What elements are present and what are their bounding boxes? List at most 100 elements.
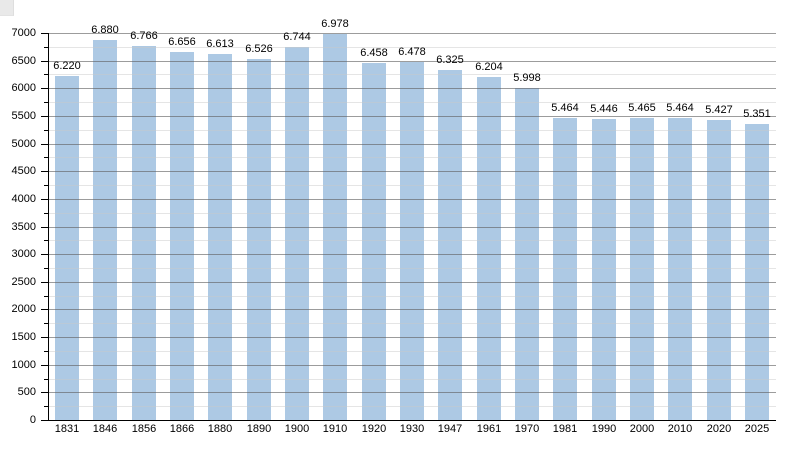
y-tick-4250 [44, 185, 48, 186]
bar-1880 [208, 54, 232, 420]
bar-value-label-2025: 5.351 [743, 108, 771, 120]
y-gridline-minor-2750 [48, 268, 776, 269]
y-tick-label-1000: 1000 [11, 359, 36, 371]
y-gridline-minor-1750 [48, 323, 776, 324]
y-tick-2000 [41, 309, 48, 310]
x-tick-label-1910: 1910 [322, 423, 348, 435]
y-gridline-major-3000 [48, 254, 776, 255]
x-tick-label-1866: 1866 [169, 423, 195, 435]
y-tick-label-3500: 3500 [11, 221, 36, 233]
x-tick-label-1990: 1990 [591, 423, 617, 435]
y-tick-2500 [41, 282, 48, 283]
bar-1856 [132, 46, 156, 420]
y-tick-4000 [41, 199, 48, 200]
y-gridline-major-7000 [48, 33, 776, 34]
y-tick-6250 [44, 74, 48, 75]
y-tick-1250 [44, 351, 48, 352]
y-tick-1750 [44, 323, 48, 324]
y-tick-label-2500: 2500 [11, 276, 36, 288]
y-gridline-major-4500 [48, 171, 776, 172]
bar-value-label-1900: 6.744 [283, 31, 311, 43]
bar-value-label-1970: 5.998 [513, 72, 541, 84]
y-tick-6750 [44, 47, 48, 48]
x-tick-label-1831: 1831 [54, 423, 80, 435]
bar-value-label-1831: 6.220 [53, 60, 81, 72]
x-tick-label-1970: 1970 [514, 423, 540, 435]
y-tick-750 [44, 379, 48, 380]
bar-1900 [285, 47, 309, 420]
x-tick-label-1961: 1961 [476, 423, 502, 435]
bar-value-label-1947: 6.325 [436, 54, 464, 66]
bar-value-label-1930: 6.478 [398, 46, 426, 58]
bar-value-label-1981: 5.464 [551, 102, 579, 114]
y-tick-label-0: 0 [29, 414, 36, 426]
y-gridline-minor-6250 [48, 74, 776, 75]
x-tick-label-1890: 1890 [246, 423, 272, 435]
y-tick-label-6000: 6000 [11, 82, 36, 94]
x-tick-label-1856: 1856 [131, 423, 157, 435]
y-tick-5750 [44, 102, 48, 103]
y-gridline-major-6000 [48, 88, 776, 89]
bar-value-label-1880: 6.613 [206, 38, 234, 50]
bar-value-label-1846: 6.880 [91, 24, 119, 36]
bar-value-label-2020: 5.427 [705, 104, 733, 116]
y-tick-3000 [41, 254, 48, 255]
bar-1981 [553, 118, 577, 420]
bar-1930 [400, 62, 424, 420]
x-tick-label-1880: 1880 [207, 423, 233, 435]
y-gridline-major-4000 [48, 199, 776, 200]
bar-1866 [170, 52, 194, 420]
bar-value-label-2010: 5.464 [666, 102, 694, 114]
y-tick-1500 [41, 337, 48, 338]
y-tick-2250 [44, 296, 48, 297]
bar-2010 [668, 118, 692, 420]
bar-1831 [55, 76, 79, 420]
y-tick-250 [44, 406, 48, 407]
bar-1920 [362, 63, 386, 420]
y-gridline-major-5500 [48, 116, 776, 117]
y-gridline-major-5000 [48, 144, 776, 145]
y-gridline-major-6500 [48, 61, 776, 62]
y-tick-2750 [44, 268, 48, 269]
x-tick-label-1947: 1947 [437, 423, 463, 435]
bar-value-label-2000: 5.465 [628, 102, 656, 114]
x-tick-label-2000: 2000 [629, 423, 655, 435]
y-gridline-minor-5750 [48, 102, 776, 103]
corner-artifact [0, 0, 14, 16]
y-axis-line [48, 33, 49, 420]
y-tick-6000 [41, 88, 48, 89]
y-tick-4500 [41, 171, 48, 172]
y-tick-7000 [41, 33, 48, 34]
y-tick-5500 [41, 116, 48, 117]
x-tick-label-2010: 2010 [667, 423, 693, 435]
y-tick-label-5500: 5500 [11, 110, 36, 122]
y-tick-4750 [44, 157, 48, 158]
y-gridline-minor-250 [48, 406, 776, 407]
y-gridline-major-2000 [48, 309, 776, 310]
y-tick-label-6500: 6500 [11, 55, 36, 67]
y-tick-label-4000: 4000 [11, 193, 36, 205]
x-tick-label-2025: 2025 [744, 423, 770, 435]
x-tick-label-1920: 1920 [361, 423, 387, 435]
y-gridline-minor-4750 [48, 157, 776, 158]
x-tick-label-1900: 1900 [284, 423, 310, 435]
y-gridline-minor-750 [48, 379, 776, 380]
y-tick-0 [41, 420, 48, 421]
y-tick-label-500: 500 [17, 386, 36, 398]
x-tick-label-2020: 2020 [706, 423, 732, 435]
y-gridline-major-500 [48, 392, 776, 393]
x-tick-label-1846: 1846 [92, 423, 118, 435]
y-tick-1000 [41, 365, 48, 366]
bar-value-label-1866: 6.656 [168, 36, 196, 48]
y-tick-5250 [44, 130, 48, 131]
bar-1990 [592, 119, 616, 420]
x-axis-line [48, 420, 776, 421]
y-gridline-minor-3250 [48, 240, 776, 241]
bar-1947 [438, 70, 462, 420]
y-tick-label-1500: 1500 [11, 331, 36, 343]
y-tick-3750 [44, 213, 48, 214]
y-tick-label-5000: 5000 [11, 138, 36, 150]
y-tick-label-3000: 3000 [11, 248, 36, 260]
bar-2020 [707, 120, 731, 420]
y-gridline-minor-5250 [48, 130, 776, 131]
